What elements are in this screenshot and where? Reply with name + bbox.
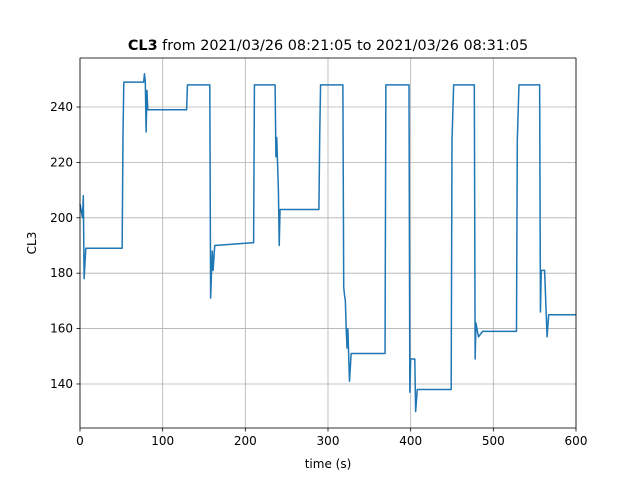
title-rest: from 2021/03/26 08:21:05 to 2021/03/26 0… bbox=[162, 38, 528, 54]
data-line bbox=[79, 73, 576, 413]
y-tick-label: 200 bbox=[50, 211, 73, 225]
axes-frame bbox=[79, 57, 577, 429]
x-axis-label: time (s) bbox=[305, 457, 352, 471]
y-tick-label: 180 bbox=[50, 266, 73, 280]
x-tick-label: 300 bbox=[317, 434, 340, 448]
y-tick-label: 160 bbox=[50, 322, 73, 336]
x-tick-label: 500 bbox=[482, 434, 505, 448]
y-axis-label: CL3 bbox=[25, 232, 39, 255]
x-tick-label: 0 bbox=[76, 434, 84, 448]
y-tick-label: 240 bbox=[50, 100, 73, 114]
x-tick-label: 400 bbox=[399, 434, 422, 448]
plot-area: 0 100 200 300 400 500 600 140 160 180 200 220 240 bbox=[50, 58, 587, 448]
x-tick-label: 200 bbox=[234, 434, 257, 448]
title-bold: CL3 bbox=[128, 38, 158, 54]
x-tick-label: 600 bbox=[565, 434, 588, 448]
chart-title: CL3 from 2021/03/26 08:21:05 to 2021/03/… bbox=[128, 38, 528, 54]
y-tick-label: 140 bbox=[50, 377, 73, 391]
x-tick-label: 100 bbox=[151, 434, 174, 448]
y-tick-label: 220 bbox=[50, 155, 73, 169]
